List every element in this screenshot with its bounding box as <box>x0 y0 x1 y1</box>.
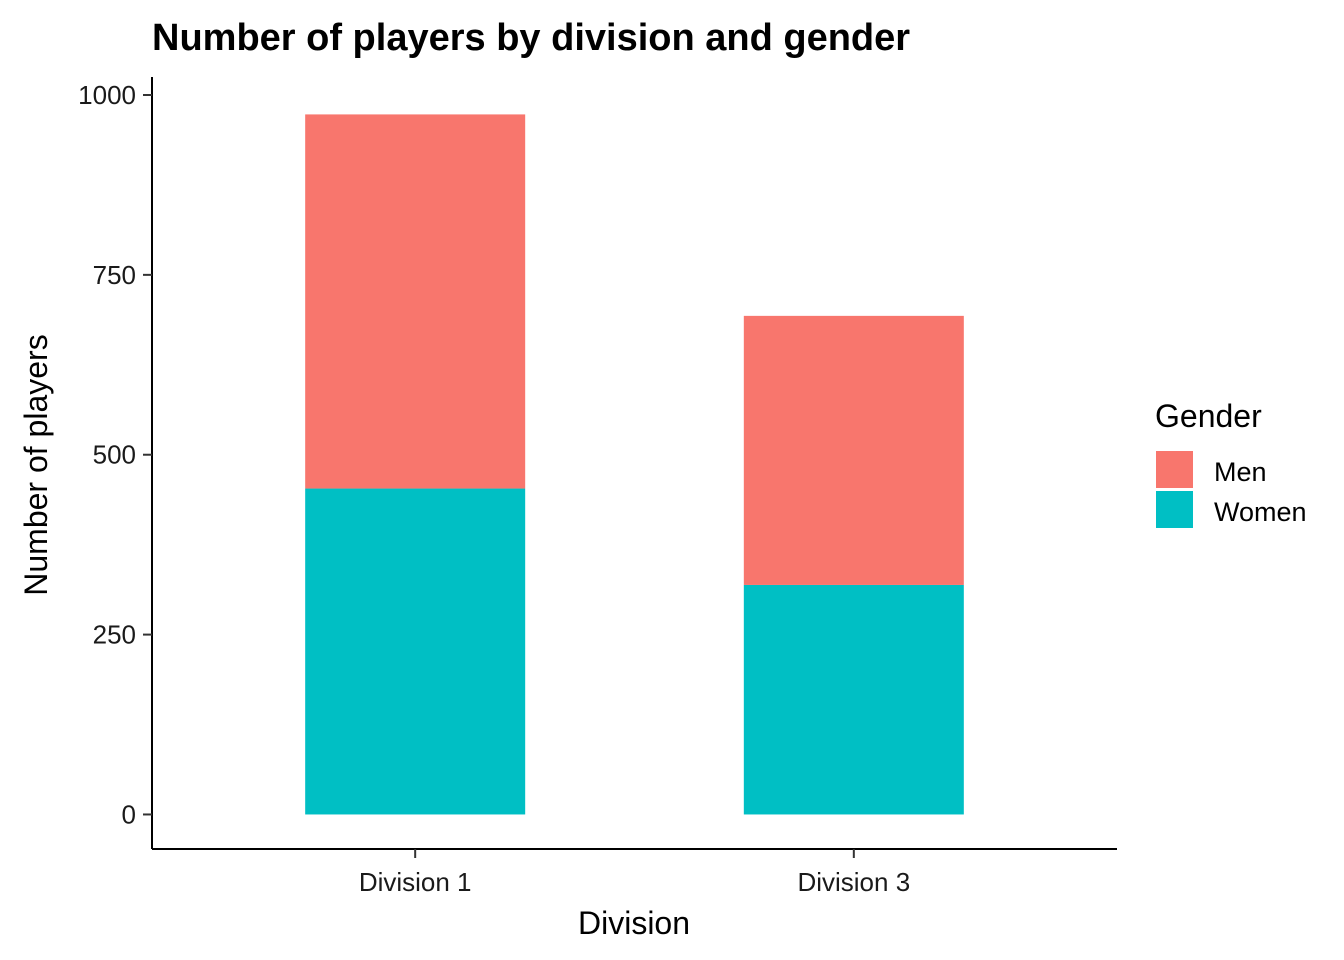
legend-label-men: Men <box>1214 457 1267 487</box>
y-tick-label: 750 <box>93 260 136 290</box>
y-tick-label: 250 <box>93 620 136 650</box>
legend-label-women: Women <box>1214 497 1307 527</box>
x-tick-label: Division 1 <box>359 867 472 897</box>
y-tick-label: 500 <box>93 440 136 470</box>
y-tick-label: 0 <box>122 799 136 829</box>
y-tick-label: 1000 <box>78 80 136 110</box>
bar-men-division-3 <box>743 315 964 585</box>
chart-title: Number of players by division and gender <box>152 17 910 59</box>
plot-area: 0 250 500 750 1000 Division 1 Division 3 <box>78 77 1117 897</box>
legend-swatch-women <box>1156 491 1193 528</box>
legend-title: Gender <box>1155 398 1262 434</box>
bar-women-division-1 <box>305 488 526 815</box>
x-tick-label: Division 3 <box>797 867 910 897</box>
x-axis: Division 1 Division 3 <box>152 848 1117 897</box>
legend-items: Men Women <box>1156 451 1307 528</box>
legend-swatch-men <box>1156 451 1193 488</box>
x-axis-title: Division <box>578 905 690 941</box>
y-axis-title: Number of players <box>18 334 54 595</box>
bars-group <box>305 114 964 815</box>
bar-men-division-1 <box>305 114 526 489</box>
bar-women-division-3 <box>743 584 964 815</box>
legend: Gender Men Women <box>1155 398 1307 528</box>
y-axis: 0 250 500 750 1000 <box>78 77 153 849</box>
